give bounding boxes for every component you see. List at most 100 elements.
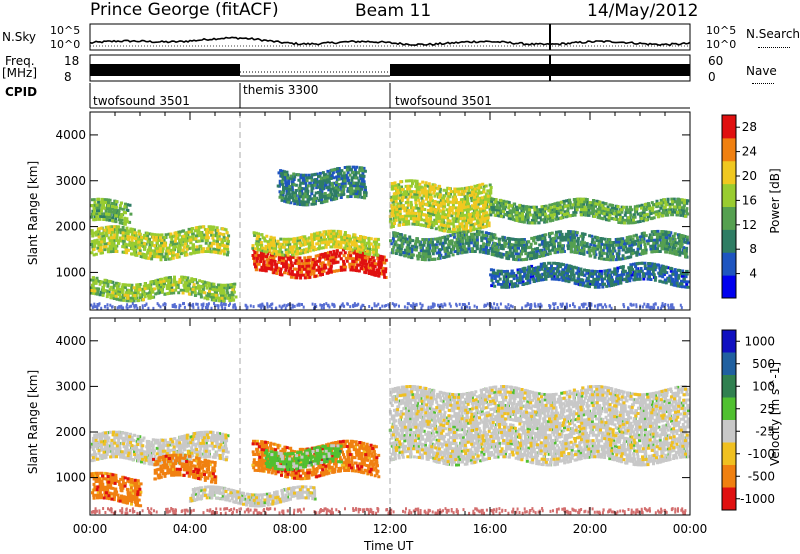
- time-xlabel: Time UT: [364, 539, 414, 553]
- power-colorbar-tick-label-0: 4: [749, 267, 757, 281]
- power-scatter-band-3-c5: [90, 278, 235, 302]
- velocity-colorbar-cell-2: [722, 375, 736, 398]
- power-colorbar-tick-label-2: 12: [742, 218, 757, 232]
- nsearch-tick-low: 10^0: [706, 38, 737, 51]
- time-tick-label-4: 16:00: [473, 522, 508, 536]
- date-title: 14/May/2012: [587, 1, 699, 21]
- power-colorbar-frame: [721, 114, 737, 299]
- nsky-trace: [89, 36, 691, 47]
- power-colorbar-tick-label-1: 8: [749, 242, 757, 256]
- velocity-colorbar-tick-label-4: -25: [755, 424, 775, 438]
- velocity-scatter-band-5-c4: [270, 444, 340, 470]
- velocity-scatter-band-6-c3: [388, 385, 690, 467]
- power-scatter-band-3-c2: [98, 276, 235, 303]
- velocity-scatter-band-2-c6: [90, 471, 143, 508]
- cpid-segment-2: themis 3300: [243, 83, 319, 97]
- time-tick-label-3: 12:00: [373, 522, 408, 536]
- velocity-colorbar-cell-7: [722, 487, 736, 511]
- velocity-colorbar-tick-label-5: -100: [748, 447, 775, 461]
- velocity-scatter-band-3-c6: [153, 453, 218, 485]
- velocity-scatter-band-1-c4: [90, 430, 230, 467]
- power-colorbar-cell-0: [722, 275, 736, 299]
- velocity-scatter-band-7-c4: [188, 485, 317, 508]
- power-scatter-band-5-c5: [251, 229, 380, 257]
- nsky-strip-frame: [89, 23, 691, 51]
- velocity-colorbar-frame: [721, 329, 737, 511]
- nsky-tick-high: 10^5: [50, 24, 81, 37]
- velocity-scatter-band-7-c5: [189, 485, 316, 506]
- velocity-scatter-band-1-c5: [91, 430, 228, 467]
- power-ytick-label-1: 2000: [55, 220, 86, 234]
- time-tick-label-1: 04:00: [173, 522, 208, 536]
- power-colorbar-tick-label-5: 24: [742, 145, 757, 159]
- velocity-ytick-label-2: 3000: [55, 379, 86, 393]
- power-ytick-label-2: 3000: [55, 174, 86, 188]
- power-scatter-band-3-c4: [91, 275, 238, 303]
- time-tick-label-0: 00:00: [73, 522, 108, 536]
- velocity-colorbar-cell-5: [722, 442, 736, 466]
- freq-tick-high: 18: [64, 54, 80, 68]
- power-ytick-label-0: 1000: [55, 265, 86, 279]
- velocity-ytick-label-1: 2000: [55, 425, 86, 439]
- velocity-colorbar-cell-6: [722, 465, 736, 488]
- velocity-colorbar-cell-3: [722, 397, 736, 421]
- nsearch-tick-high: 10^5: [706, 24, 737, 37]
- power-scatter-band-6-c5: [388, 180, 493, 234]
- power-scatter-band-6-c3: [389, 182, 492, 234]
- velocity-colorbar-cell-1: [722, 352, 736, 376]
- power-colorbar-tick-label-4: 20: [742, 169, 757, 183]
- velocity-colorbar-cell-4: [722, 420, 736, 443]
- power-scatter-band-9-c2: [490, 261, 690, 289]
- power-scatter-band-7-c4: [489, 197, 687, 225]
- power-scatter-band-1-c4: [90, 225, 230, 262]
- power-near-range-scatter: [90, 302, 683, 310]
- velocity-colorbar-cell-0: [722, 330, 736, 353]
- power-colorbar-cell-3: [722, 206, 736, 230]
- power-scatter-band-2-c4: [90, 197, 130, 226]
- power-colorbar-cell-7: [722, 115, 736, 139]
- power-scatter-band-7-c2: [489, 197, 690, 225]
- time-tick-label-5: 20:00: [573, 522, 608, 536]
- velocity-colorbar-label: Velocity [m s^-1]: [768, 361, 782, 467]
- power-colorbar-tick-label-6: 28: [742, 120, 757, 134]
- power-scatter-band-8-c2: [392, 230, 689, 262]
- power-scatter-band-8-c3: [389, 230, 689, 262]
- velocity-scatter-band-7-c3: [192, 486, 317, 505]
- power-colorbar-cell-6: [722, 137, 736, 162]
- power-colorbar-cell-5: [722, 160, 736, 185]
- power-colorbar-cell-1: [722, 252, 736, 276]
- freq-bar-segment-1: [90, 64, 240, 76]
- power-colorbar-label: Power [dB]: [768, 168, 782, 234]
- nsky-tick-low: 10^0: [50, 38, 81, 51]
- cpid-segment-1: twofsound 3501: [93, 94, 190, 108]
- velocity-scatter-band-3-c7: [152, 454, 217, 480]
- power-scatter-band-1-c5: [92, 225, 229, 260]
- power-colorbar-cell-4: [722, 183, 736, 207]
- nave-label: Nave: [746, 64, 777, 78]
- velocity-ylabel: Slant Range [km]: [26, 369, 40, 475]
- power-scatter-band-1-c3: [90, 225, 231, 261]
- velocity-ytick-label-0: 1000: [55, 471, 86, 485]
- site-title: Prince George (fitACF): [90, 0, 279, 20]
- power-ylabel: Slant Range [km]: [26, 160, 40, 266]
- velocity-colorbar-tick-label-7: -1000: [740, 492, 775, 506]
- power-scatter-band-5-c3: [251, 232, 380, 257]
- freq-tick-low: 8: [64, 70, 72, 84]
- nsky-label: N.Sky: [2, 30, 37, 44]
- velocity-scatter-band-6-c5: [390, 385, 689, 467]
- freq-bar-segment-2: [390, 64, 690, 76]
- velocity-colorbar-tick-label-1: 500: [752, 357, 775, 371]
- nave-tick-low: 0: [708, 70, 716, 84]
- velocity-colorbar-tick-label-6: -500: [748, 469, 775, 483]
- nsearch-dotted-key: [758, 47, 790, 48]
- cpid-segment-3: twofsound 3501: [395, 94, 492, 108]
- velocity-scatter-band-2-c7: [95, 473, 142, 503]
- velocity-colorbar-tick-label-3: 25: [760, 402, 775, 416]
- power-colorbar-tick-label-3: 16: [742, 193, 757, 207]
- velocity-colorbar-tick-label-0: 1000: [744, 334, 775, 348]
- freq-label: Freq.: [5, 54, 35, 68]
- velocity-ytick-label-3: 4000: [55, 334, 86, 348]
- nave-tick-high: 60: [708, 54, 724, 68]
- power-scatter-band-2-c3: [90, 197, 133, 225]
